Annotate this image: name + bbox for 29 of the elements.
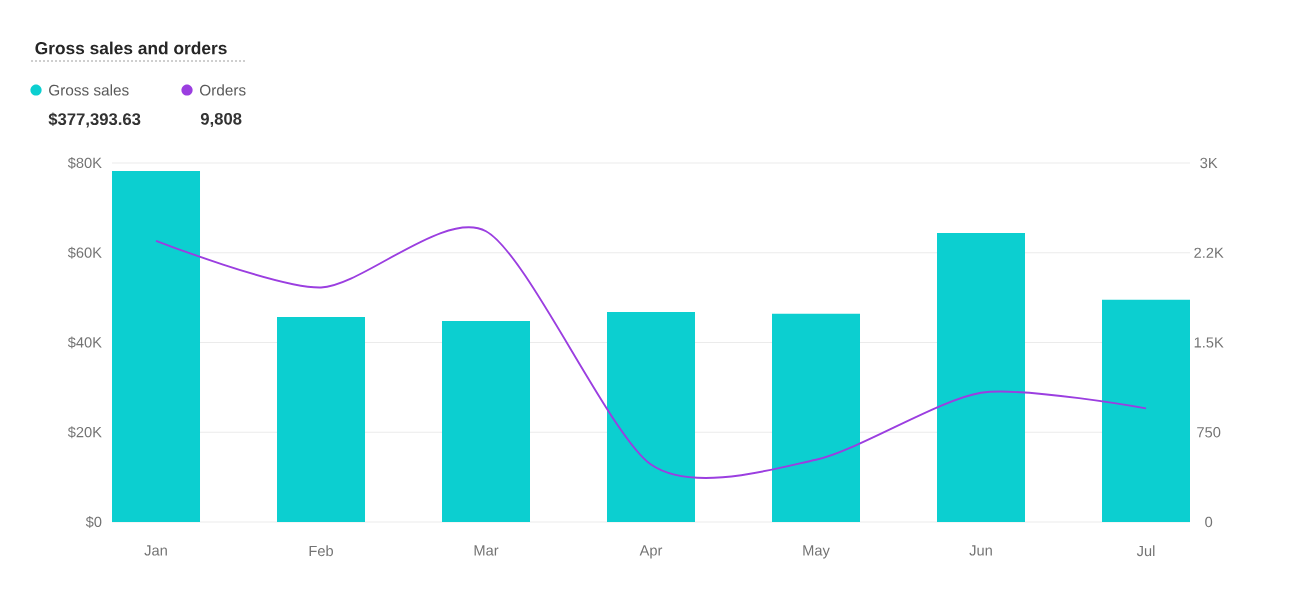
x-tick-label: May <box>803 545 830 559</box>
bar <box>772 313 860 522</box>
legend-label: Orders <box>200 84 246 96</box>
y-tick-label: $60K <box>67 246 102 259</box>
bar <box>277 316 366 522</box>
x-tick-label: Jul <box>1136 545 1155 557</box>
y-tick-label: $0 <box>85 516 102 528</box>
chart-title: Gross sales and orders <box>35 41 227 55</box>
bar <box>607 311 696 522</box>
y-tick-label: $20K <box>67 426 102 439</box>
x-tick-label: Jan <box>144 545 167 556</box>
y2-tick-label: 3K <box>1200 157 1218 169</box>
bar <box>442 320 531 522</box>
x-tick-label: Mar <box>474 545 499 556</box>
bar <box>1102 299 1190 522</box>
x-tick-label: Jun <box>969 545 992 556</box>
text: $377,393.63 <box>48 112 141 128</box>
text: 9,808 <box>200 112 242 128</box>
y2-tick-label: 0 <box>1205 516 1213 528</box>
y-tick-label: $40K <box>67 336 102 349</box>
bar <box>112 171 201 522</box>
bar <box>937 233 1025 522</box>
y2-tick-label: 1.5K <box>1194 337 1224 348</box>
y2-tick-label: 2.2K <box>1194 247 1224 258</box>
x-tick-label: Apr <box>639 545 663 559</box>
y2-tick-label: 750 <box>1197 427 1221 438</box>
x-tick-label: Feb <box>309 545 334 557</box>
y-tick-label: $80K <box>67 157 102 169</box>
legend-label: Gross sales <box>49 84 129 96</box>
